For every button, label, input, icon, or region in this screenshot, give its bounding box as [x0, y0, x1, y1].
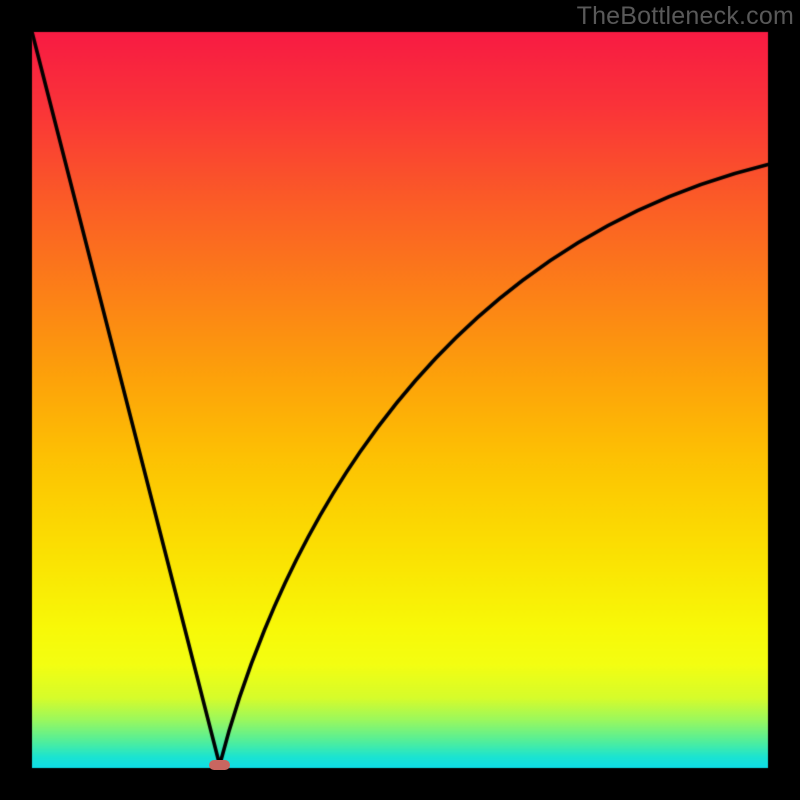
minimum-marker	[209, 760, 230, 770]
chart-stage: TheBottleneck.com	[0, 0, 800, 800]
watermark-text: TheBottleneck.com	[577, 2, 794, 31]
bottleneck-curve	[0, 0, 800, 800]
